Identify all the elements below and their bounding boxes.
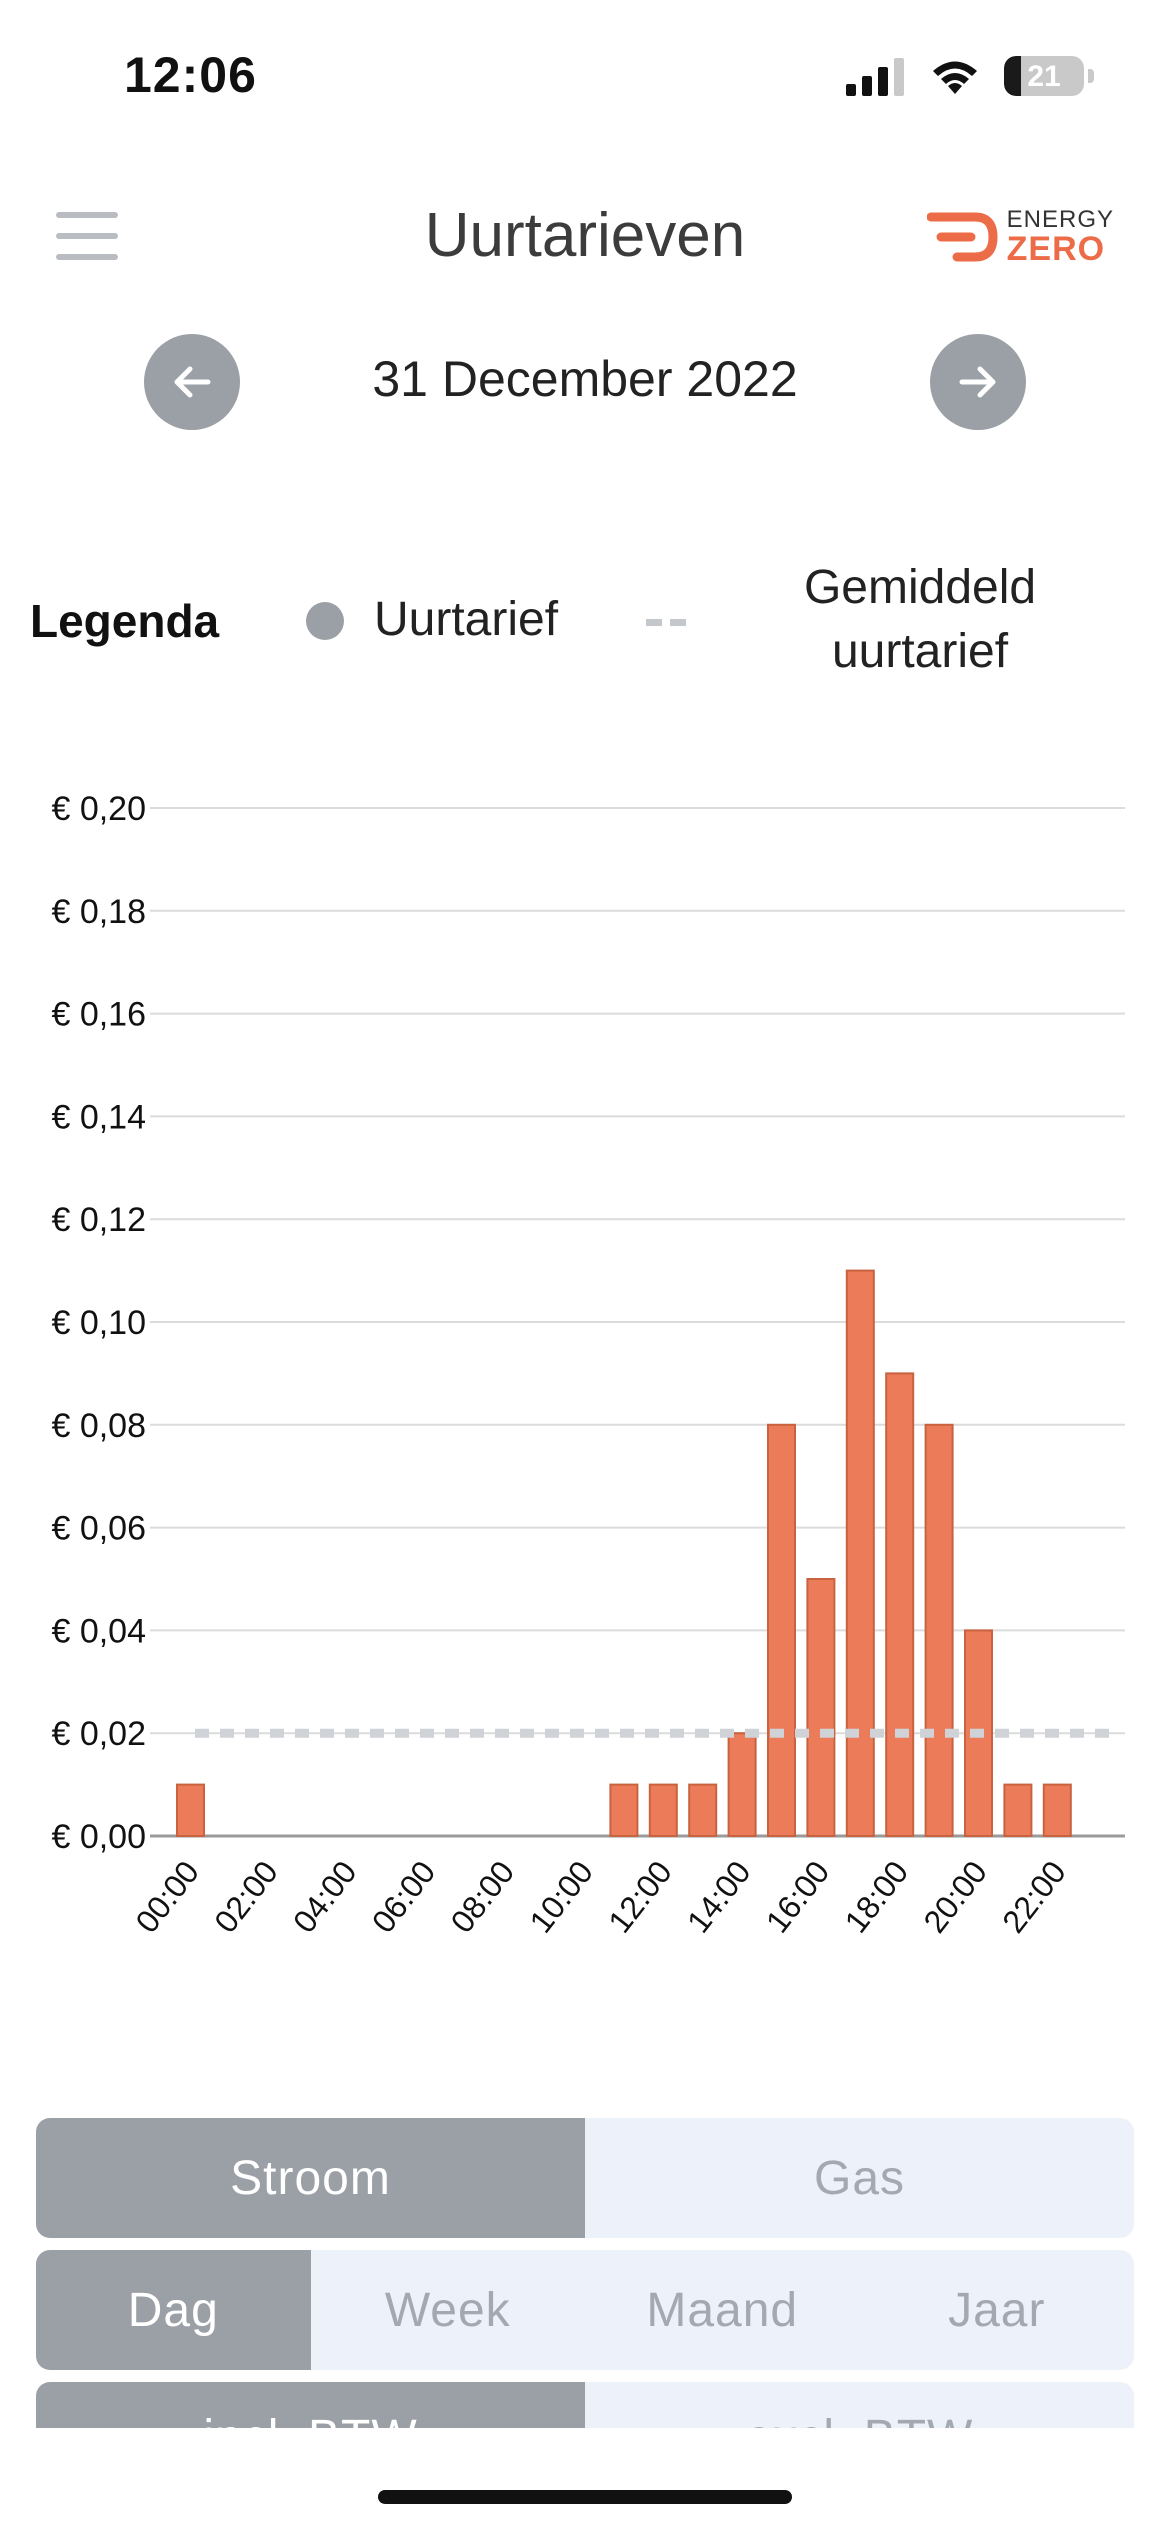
x-tick-label: 12:00: [601, 1854, 679, 1939]
hourly-price-chart: € 0,00 € 0,02 € 0,04 € 0,06 € 0,08 € 0,10 € 0,…: [51, 790, 1125, 1939]
y-tick-label: € 0,06: [51, 1510, 146, 1548]
bottom-safe-area: [0, 2428, 1170, 2532]
selected-date: 31 December 2022: [372, 351, 798, 407]
bar-11:00: [609, 1783, 639, 1837]
arrow-right-icon: [959, 366, 996, 398]
tab-gas[interactable]: Gas: [813, 2151, 906, 2205]
energy-type-toggle: Stroom Gas: [36, 2118, 1134, 2238]
tab-week[interactable]: Week: [384, 2283, 511, 2337]
cellular-signal-icon: [846, 58, 904, 96]
x-tick-label: 20:00: [916, 1854, 994, 1939]
status-icons: 21: [846, 52, 1094, 100]
battery-tip: [1088, 69, 1094, 83]
bar-19:00: [924, 1423, 954, 1838]
hamburger-menu-icon[interactable]: [56, 212, 118, 262]
home-indicator: [378, 2490, 792, 2504]
period-toggle: Dag Week Maand Jaar: [36, 2250, 1134, 2370]
x-tick-label: 14:00: [680, 1854, 758, 1939]
y-tick-label: € 0,08: [51, 1407, 146, 1445]
y-tick-label: € 0,02: [51, 1715, 146, 1753]
x-tick-label: 02:00: [207, 1854, 285, 1939]
bar-13:00: [688, 1783, 718, 1837]
bar-00:00: [176, 1783, 205, 1837]
energyzero-logo-mark-icon: [926, 212, 998, 262]
bar-12:00: [648, 1783, 678, 1837]
x-tick-label: 06:00: [365, 1854, 443, 1939]
x-tick-label: 08:00: [444, 1854, 522, 1939]
y-tick-label: € 0,18: [51, 893, 146, 931]
x-tick-label: 00:00: [128, 1854, 206, 1939]
legend-item-gemiddeld: Gemiddeld uurtarief: [803, 561, 1037, 678]
x-tick-label: 16:00: [759, 1854, 837, 1939]
y-tick-label: € 0,12: [51, 1201, 146, 1239]
bar-14:00: [727, 1732, 757, 1837]
bar-16:00: [806, 1578, 836, 1837]
tab-dag[interactable]: Dag: [36, 2250, 311, 2370]
tab-stroom[interactable]: Stroom: [36, 2118, 585, 2238]
tab-jaar[interactable]: Jaar: [948, 2283, 1046, 2337]
tab-maand[interactable]: Maand: [646, 2283, 799, 2337]
y-tick-label: € 0,04: [51, 1612, 146, 1650]
bar-21:00: [1003, 1783, 1033, 1837]
y-tick-label: € 0,14: [51, 1098, 146, 1136]
x-tick-label: 18:00: [838, 1854, 916, 1939]
status-time: 12:06: [124, 47, 257, 103]
bar-18:00: [885, 1372, 915, 1838]
battery-percentage: 21: [1027, 60, 1061, 93]
battery-fill: [1004, 56, 1021, 96]
y-tick-label: € 0,20: [51, 790, 146, 828]
x-tick-label: 10:00: [522, 1854, 600, 1939]
y-tick-label: € 0,16: [51, 996, 146, 1034]
logo-text-energy: ENERGY: [1006, 206, 1114, 233]
legend-dot-icon: [306, 602, 344, 640]
y-tick-label: € 0,10: [51, 1304, 146, 1342]
arrow-left-icon: [174, 366, 211, 398]
x-tick-label: 22:00: [995, 1854, 1073, 1939]
battery-icon: 21: [1004, 56, 1084, 96]
bar-15:00: [767, 1423, 796, 1838]
energyzero-logo: ENERGY ZERO: [926, 206, 1114, 268]
y-tick-label: € 0,00: [51, 1818, 146, 1856]
previous-day-button[interactable]: [144, 334, 240, 430]
x-tick-label: 04:00: [286, 1854, 364, 1939]
legend-dash-icon: [646, 619, 686, 626]
bar-17:00: [845, 1269, 875, 1837]
wifi-icon: [933, 61, 977, 94]
legend-title: Legenda: [30, 595, 220, 647]
bar-22:00: [1042, 1783, 1072, 1837]
legend-item-uurtarief: Uurtarief: [374, 593, 559, 646]
logo-text-zero: ZERO: [1006, 230, 1106, 268]
next-day-button[interactable]: [930, 334, 1026, 430]
